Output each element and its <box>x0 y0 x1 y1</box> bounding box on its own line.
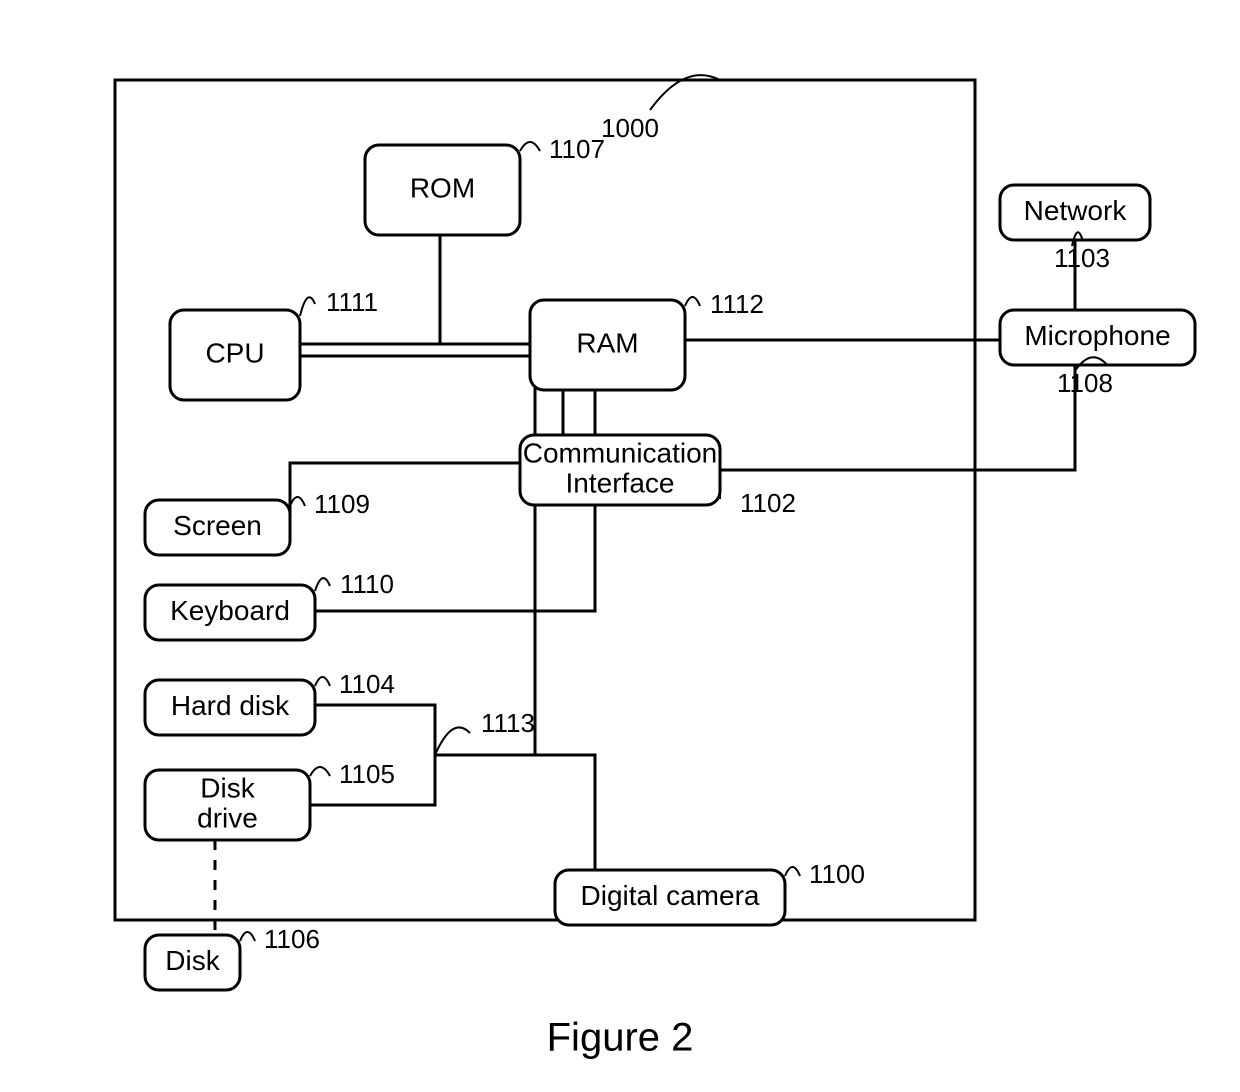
svg-text:1112: 1112 <box>710 289 764 319</box>
svg-text:1000: 1000 <box>601 113 659 143</box>
svg-text:Communication: Communication <box>523 437 718 468</box>
svg-text:1107: 1107 <box>549 134 605 164</box>
svg-text:1110: 1110 <box>340 569 394 599</box>
svg-text:Disk: Disk <box>165 945 220 976</box>
svg-text:CPU: CPU <box>205 337 264 368</box>
svg-text:1104: 1104 <box>339 669 395 699</box>
svg-text:1113: 1113 <box>481 708 535 738</box>
svg-text:Figure 2: Figure 2 <box>547 1016 694 1060</box>
svg-text:Keyboard: Keyboard <box>170 595 290 626</box>
svg-text:Microphone: Microphone <box>1024 320 1170 351</box>
svg-text:1103: 1103 <box>1054 243 1110 273</box>
svg-text:1100: 1100 <box>809 859 865 889</box>
svg-text:Disk: Disk <box>200 772 255 803</box>
svg-text:RAM: RAM <box>576 327 638 358</box>
svg-text:1106: 1106 <box>264 924 320 954</box>
svg-text:drive: drive <box>197 803 258 834</box>
diagram-canvas: 1000 CPU 1111 ROM 1107 RAM 1112 Screen 1109 Commu… <box>0 0 1240 1092</box>
svg-text:Interface: Interface <box>566 468 675 499</box>
svg-text:Screen: Screen <box>173 510 262 541</box>
svg-text:Digital camera: Digital camera <box>581 880 760 911</box>
svg-text:1102: 1102 <box>740 488 796 518</box>
svg-text:1111: 1111 <box>326 287 378 317</box>
svg-text:1108: 1108 <box>1057 368 1113 398</box>
svg-text:1109: 1109 <box>314 489 370 519</box>
svg-text:ROM: ROM <box>410 172 475 203</box>
svg-text:Network: Network <box>1024 195 1128 226</box>
svg-text:1105: 1105 <box>339 759 395 789</box>
svg-text:Hard disk: Hard disk <box>171 690 290 721</box>
